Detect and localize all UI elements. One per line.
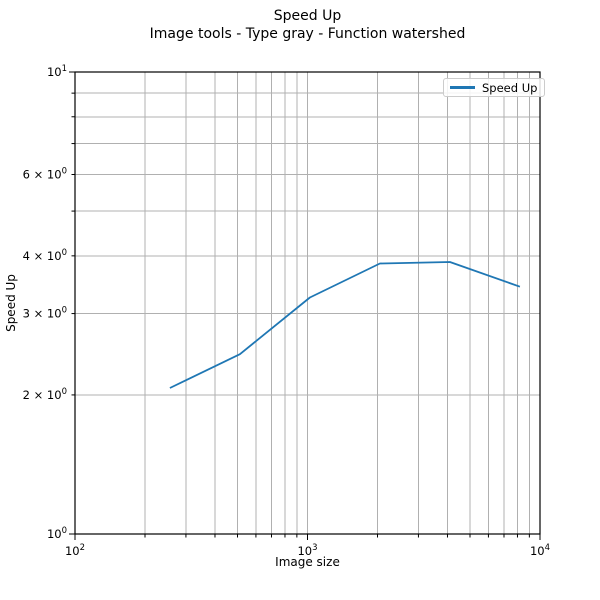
- y-tick-label: 3 × 100: [23, 306, 67, 321]
- x-tick-label: 102: [65, 543, 85, 558]
- y-tick-label: 6 × 100: [23, 166, 67, 181]
- y-axis-label: Speed Up: [4, 274, 18, 332]
- chart-title-block: Speed Up Image tools - Type gray - Funct…: [75, 7, 540, 43]
- y-tick-label: 100: [47, 526, 67, 541]
- speedup-line: [169, 261, 521, 389]
- x-axis-label: Image size: [275, 555, 340, 569]
- y-tick-label: 2 × 100: [23, 387, 67, 402]
- legend: Speed Up: [443, 78, 546, 97]
- legend-label: Speed Up: [482, 80, 538, 95]
- plot-border: [74, 71, 541, 535]
- chart-title: Speed Up: [273, 8, 342, 24]
- x-tick-label: 104: [530, 543, 550, 558]
- y-tick-label: 101: [47, 64, 67, 79]
- legend-line-sample: [450, 86, 475, 89]
- x-tick-label: 103: [297, 543, 317, 558]
- y-tick-label: 4 × 100: [23, 248, 67, 263]
- chart-subtitle: Image tools - Type gray - Function water…: [149, 26, 466, 42]
